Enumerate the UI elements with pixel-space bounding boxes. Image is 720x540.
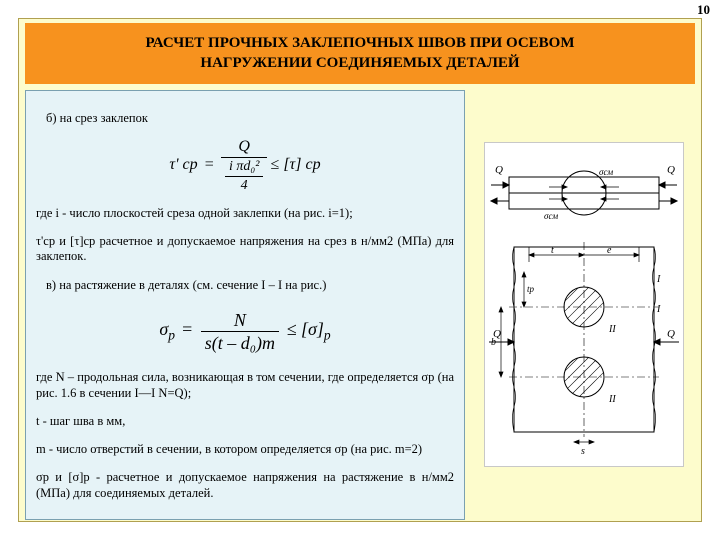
lbl-I-2: I xyxy=(656,304,661,315)
lbl-t: t xyxy=(551,245,554,256)
figure-box: Q Q σсм σсм xyxy=(484,142,684,467)
title-line-1: РАСЧЕТ ПРОЧНЫХ ЗАКЛЕПОЧНЫХ ШВОВ ПРИ ОСЕВ… xyxy=(145,35,574,51)
f1-den: i πd₀² 4 xyxy=(221,158,267,193)
f1-tail: ≤ [τ] cp xyxy=(271,156,321,173)
para-sigma-def: σp и [σ]p - расчетное и допускаемое напр… xyxy=(36,470,454,501)
section-v-title: в) на растяжение в деталях (см. сечение … xyxy=(36,278,454,294)
f2-num: N xyxy=(201,311,279,332)
page-number: 10 xyxy=(697,2,710,18)
lbl-I-1: I xyxy=(656,274,661,285)
tau-text: расчетное и допускаемое напряжения на ср… xyxy=(36,234,454,264)
para-m-def: m - число отверстий в сечении, в котором… xyxy=(36,442,454,458)
para-tau-def: τ'cp и [τ]cp расчетное и допускаемое нап… xyxy=(36,234,454,265)
title-line-2: НАГРУЖЕНИИ СОЕДИНЯЕМЫХ ДЕТАЛЕЙ xyxy=(200,55,519,71)
lbl-q-tr: Q xyxy=(667,164,675,176)
f2-den: s(t – d₀)m xyxy=(201,332,279,352)
lbl-q-bl: Q xyxy=(493,328,501,340)
f2-lhs: σp xyxy=(159,319,175,339)
lbl-s: s xyxy=(581,446,585,457)
lbl-II-2: II xyxy=(608,394,616,405)
text-panel: б) на срез заклепок τ' cp = Q i πd₀² 4 ≤… xyxy=(25,90,465,520)
para-n-def: где N – продольная сила, возникающая в т… xyxy=(36,370,454,401)
f1-eq: = xyxy=(201,156,218,173)
section-b-title: б) на срез заклепок xyxy=(36,111,454,127)
formula-shear: τ' cp = Q i πd₀² 4 ≤ [τ] cp xyxy=(36,139,454,193)
f1-lhs: τ' cp xyxy=(169,156,197,173)
f2-tail: ≤ [σ]p xyxy=(282,319,331,339)
lbl-tp: tp xyxy=(527,284,535,294)
f1-den-bot: 4 xyxy=(225,177,263,193)
slide-title: РАСЧЕТ ПРОЧНЫХ ЗАКЛЕПОЧНЫХ ШВОВ ПРИ ОСЕВ… xyxy=(25,23,695,84)
lbl-q-br: Q xyxy=(667,328,675,340)
para-i-def: где i - число плоскостей среза одной зак… xyxy=(36,206,454,222)
lbl-sigma-cm-1: σсм xyxy=(599,167,613,177)
slide-frame: РАСЧЕТ ПРОЧНЫХ ЗАКЛЕПОЧНЫХ ШВОВ ПРИ ОСЕВ… xyxy=(18,18,702,522)
f1-outer-frac: Q i πd₀² 4 xyxy=(221,139,267,193)
lbl-II-1: II xyxy=(608,324,616,335)
formula-tension: σp = N s(t – d₀)m ≤ [σ]p xyxy=(36,311,454,352)
f1-den-top: i πd₀² xyxy=(225,160,263,177)
lbl-sigma-cm-2: σсм xyxy=(544,211,558,221)
figure-panel: Q Q σсм σсм xyxy=(473,90,695,520)
rivet-diagram: Q Q σсм σсм xyxy=(489,147,679,457)
tau-symbols: τ'cp и [τ]cp xyxy=(36,234,95,248)
lbl-e: e xyxy=(607,245,612,256)
f2-frac: N s(t – d₀)m xyxy=(201,311,279,352)
f1-num: Q xyxy=(221,139,267,158)
para-t-def: t - шаг шва в мм, xyxy=(36,414,454,430)
lbl-q-tl: Q xyxy=(495,164,503,176)
content-row: б) на срез заклепок τ' cp = Q i πd₀² 4 ≤… xyxy=(19,84,701,526)
f2-eq: = xyxy=(178,319,201,339)
